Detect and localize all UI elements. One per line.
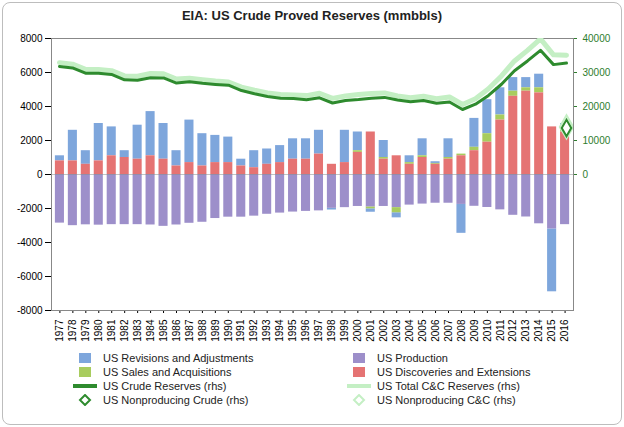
svg-text:6000: 6000 — [20, 67, 43, 78]
svg-text:40000: 40000 — [583, 33, 611, 44]
svg-text:1977: 1977 — [54, 319, 65, 342]
svg-text:1986: 1986 — [171, 319, 182, 342]
svg-text:2008: 2008 — [456, 319, 467, 342]
svg-text:1990: 1990 — [223, 319, 234, 342]
svg-text:10000: 10000 — [583, 135, 611, 146]
svg-text:0: 0 — [583, 169, 589, 180]
svg-text:1993: 1993 — [261, 319, 272, 342]
svg-text:1994: 1994 — [274, 319, 285, 342]
svg-text:1982: 1982 — [119, 319, 130, 342]
svg-text:1996: 1996 — [300, 319, 311, 342]
svg-text:2015: 2015 — [546, 319, 557, 342]
svg-text:1998: 1998 — [326, 319, 337, 342]
svg-text:2004: 2004 — [404, 319, 415, 342]
svg-text:2007: 2007 — [443, 319, 454, 342]
html-text:US Crude Reserves (rhs): US Crude Reserves (rhs) — [103, 380, 227, 392]
svg-text:2001: 2001 — [365, 319, 376, 342]
svg-text:1995: 1995 — [287, 319, 298, 342]
svg-text:4000: 4000 — [20, 101, 43, 112]
svg-text:2010: 2010 — [482, 319, 493, 342]
html-text:US Nonproducing C&C (rhs): US Nonproducing C&C (rhs) — [377, 394, 516, 406]
svg-text:2000: 2000 — [352, 319, 363, 342]
svg-text:2013: 2013 — [520, 319, 531, 342]
svg-text:2003: 2003 — [391, 319, 402, 342]
svg-text:-8000: -8000 — [17, 305, 43, 316]
svg-text:2012: 2012 — [507, 319, 518, 342]
svg-text:1997: 1997 — [313, 319, 324, 342]
svg-text:1981: 1981 — [106, 319, 117, 342]
svg-text:2000: 2000 — [20, 135, 43, 146]
svg-text:20000: 20000 — [583, 101, 611, 112]
svg-text:2006: 2006 — [430, 319, 441, 342]
html-text:US Discoveries and Extensions: US Discoveries and Extensions — [377, 366, 531, 378]
svg-text:2011: 2011 — [495, 319, 506, 341]
svg-text:-2000: -2000 — [17, 203, 43, 214]
svg-text:1987: 1987 — [184, 319, 195, 342]
html-text:US Total C&C Reserves (rhs): US Total C&C Reserves (rhs) — [377, 380, 520, 392]
html-text:US Sales and Acquisitions: US Sales and Acquisitions — [103, 366, 232, 378]
html-text:US Nonproducing Crude (rhs): US Nonproducing Crude (rhs) — [103, 394, 249, 406]
svg-text:2009: 2009 — [469, 319, 480, 342]
svg-text:1979: 1979 — [80, 319, 91, 342]
svg-text:1988: 1988 — [197, 319, 208, 342]
svg-text:1989: 1989 — [210, 319, 221, 342]
svg-text:2002: 2002 — [378, 319, 389, 342]
html-text:EIA: US Crude Proved Reserves: EIA: US Crude Proved Reserves (mmbbls) — [182, 8, 442, 23]
svg-text:-4000: -4000 — [17, 237, 43, 248]
svg-text:1992: 1992 — [248, 319, 259, 342]
svg-text:0: 0 — [37, 169, 43, 180]
svg-text:-6000: -6000 — [17, 271, 43, 282]
svg-text:1983: 1983 — [132, 319, 143, 342]
svg-text:1978: 1978 — [67, 319, 78, 342]
svg-text:1984: 1984 — [145, 319, 156, 342]
svg-text:1985: 1985 — [158, 319, 169, 342]
svg-text:2016: 2016 — [559, 319, 570, 342]
svg-text:2005: 2005 — [417, 319, 428, 342]
svg-text:1980: 1980 — [93, 319, 104, 342]
svg-text:8000: 8000 — [20, 33, 43, 44]
svg-text:30000: 30000 — [583, 67, 611, 78]
svg-text:2014: 2014 — [533, 319, 544, 342]
html-text:US Revisions and Adjustments: US Revisions and Adjustments — [103, 352, 254, 364]
html-text:US Production: US Production — [377, 352, 448, 364]
svg-text:1991: 1991 — [235, 319, 246, 342]
svg-text:1999: 1999 — [339, 319, 350, 342]
